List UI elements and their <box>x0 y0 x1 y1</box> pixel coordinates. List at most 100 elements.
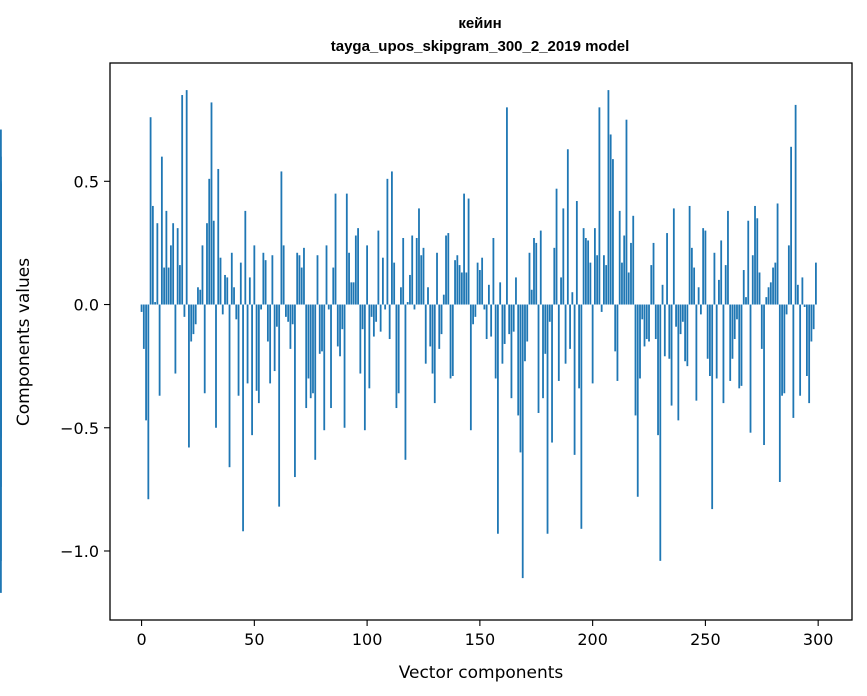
bar <box>530 289 533 305</box>
bar <box>600 304 603 312</box>
bar <box>280 171 283 305</box>
x-tick-label: 100 <box>352 630 383 649</box>
bar <box>192 304 195 335</box>
bar <box>815 262 817 305</box>
bar <box>542 304 544 399</box>
x-tick-label: 250 <box>690 630 721 649</box>
bar <box>736 304 738 320</box>
bar <box>630 242 632 305</box>
bar <box>264 260 267 305</box>
bar <box>584 237 587 305</box>
bar <box>271 255 274 305</box>
bar <box>375 304 378 322</box>
bar <box>754 205 756 305</box>
bar <box>176 228 179 305</box>
bar <box>684 304 686 362</box>
bar <box>251 304 253 436</box>
bar <box>348 252 350 305</box>
bar <box>343 304 346 428</box>
bar <box>447 233 450 305</box>
bar <box>533 237 535 305</box>
bar <box>208 178 211 305</box>
bar <box>690 247 693 305</box>
x-tick-label: 0 <box>136 630 146 649</box>
bar <box>174 304 177 374</box>
bar <box>551 304 553 443</box>
bar <box>350 282 353 305</box>
bar <box>442 294 445 305</box>
bar <box>621 262 623 305</box>
bar <box>738 304 741 389</box>
bar <box>361 304 364 330</box>
bar <box>402 237 405 305</box>
bar <box>278 304 281 507</box>
bar <box>706 304 709 359</box>
bar <box>654 304 657 340</box>
y-tick-label: −1.0 <box>60 542 99 561</box>
bar <box>652 242 655 305</box>
bar <box>785 304 788 315</box>
bar <box>661 284 664 305</box>
bar <box>510 304 513 399</box>
bar <box>305 304 308 409</box>
bar <box>503 304 506 344</box>
bar <box>760 304 763 349</box>
bar <box>316 255 319 305</box>
bar <box>747 220 750 305</box>
bar <box>406 302 409 305</box>
bar <box>650 265 653 305</box>
bar <box>336 304 339 347</box>
bar <box>593 228 596 305</box>
x-tick-label: 150 <box>465 630 496 649</box>
bar <box>422 247 425 305</box>
bar <box>740 304 743 386</box>
bar <box>715 304 718 379</box>
bar <box>506 107 508 305</box>
bar <box>641 304 644 320</box>
bar <box>151 205 154 305</box>
bar <box>395 304 398 409</box>
bar <box>512 304 515 332</box>
bar <box>704 230 707 305</box>
bar <box>463 193 465 305</box>
bar <box>763 304 765 446</box>
bar <box>431 304 434 374</box>
bar <box>519 304 522 453</box>
bar <box>165 210 168 305</box>
bar <box>334 193 337 305</box>
bar <box>190 304 193 342</box>
bar <box>167 267 170 305</box>
bar <box>248 277 251 305</box>
bar <box>224 274 226 305</box>
bar <box>203 304 206 394</box>
bar <box>614 304 617 352</box>
bar <box>769 282 772 305</box>
bar <box>535 242 538 305</box>
y-tick-label: 0.5 <box>74 172 99 191</box>
bar <box>573 304 576 455</box>
bar <box>733 304 736 340</box>
chart-subtitle: tayga_upos_skipgram_300_2_2019 model <box>331 38 630 55</box>
bar <box>787 245 790 305</box>
bar <box>564 304 567 364</box>
bar <box>269 304 272 384</box>
bar <box>287 304 290 322</box>
bar <box>436 252 438 305</box>
bar <box>591 304 594 384</box>
bar <box>481 257 484 305</box>
bar <box>713 252 716 305</box>
bar <box>237 304 240 396</box>
bar <box>388 304 391 340</box>
bar <box>185 90 188 305</box>
bar <box>0 304 2 436</box>
bar <box>497 304 499 534</box>
bar <box>140 304 143 312</box>
bar <box>720 240 723 305</box>
bar <box>257 304 260 404</box>
bar <box>490 304 493 337</box>
bar <box>765 297 768 305</box>
bar <box>194 304 197 325</box>
bar <box>429 304 432 347</box>
x-axis-ticks: 0 50 100 150 200 250 300 <box>136 620 833 649</box>
bar <box>332 267 335 305</box>
